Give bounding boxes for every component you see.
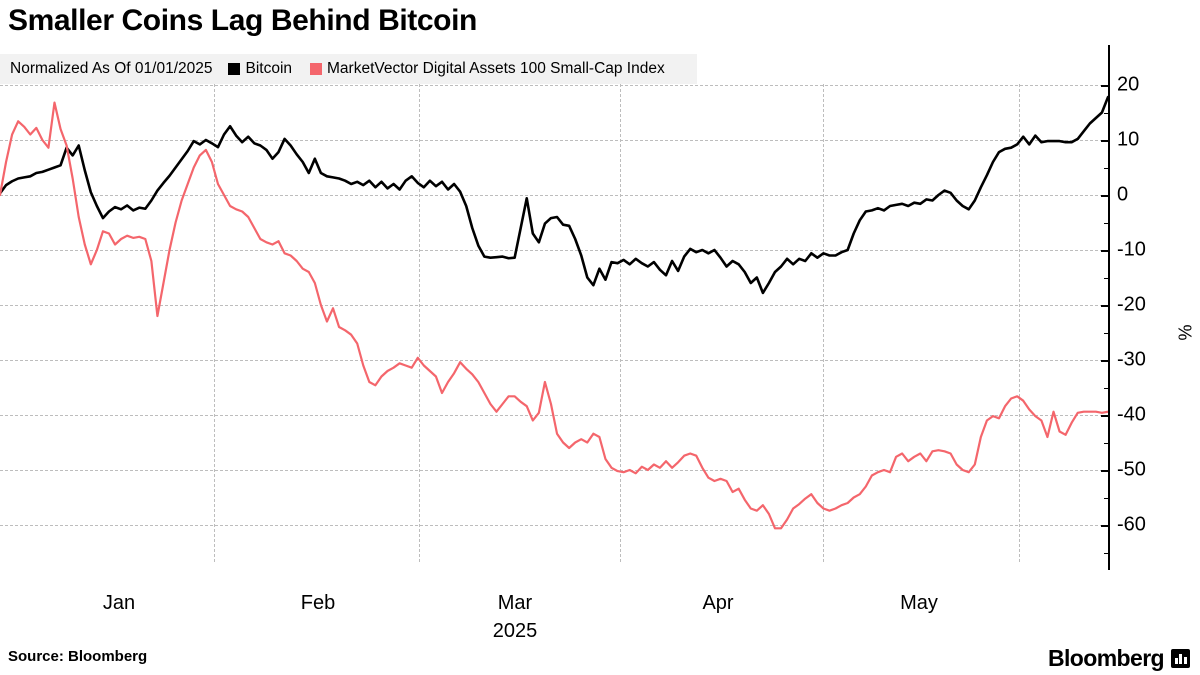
y-tick-label: -60 (1117, 513, 1146, 536)
bloomberg-brand: Bloomberg (1048, 645, 1190, 672)
y-tick-label: -10 (1117, 238, 1146, 261)
y-tick-major (1101, 415, 1110, 417)
bar-chart-icon (1171, 649, 1190, 668)
gridline-v (419, 84, 420, 562)
y-tick-minor (1104, 277, 1110, 279)
x-tick-label: Jan (102, 592, 136, 614)
series-line-smallcap (0, 101, 1108, 530)
chart-legend: Normalized As Of 01/01/2025 Bitcoin Mark… (0, 54, 697, 84)
brand-text: Bloomberg (1048, 645, 1165, 671)
y-tick-minor (1104, 497, 1110, 499)
gridline-h (0, 195, 1108, 196)
legend-swatch-smallcap (310, 63, 323, 75)
legend-normalized-label: Normalized As Of 01/01/2025 (10, 60, 213, 77)
series-lines (0, 95, 1108, 530)
x-axis-year-label: 2025 (492, 620, 538, 642)
source-note: Source: Bloomberg (8, 648, 148, 665)
gridline-h (0, 360, 1108, 361)
x-tick-label: Mar (497, 592, 533, 614)
y-tick-label: -40 (1117, 403, 1146, 426)
x-tick-label: Apr (702, 592, 734, 614)
y-tick-major (1101, 140, 1110, 142)
gridline-h (0, 85, 1108, 86)
y-tick-label: 20 (1117, 73, 1140, 96)
y-tick-minor (1104, 222, 1110, 224)
legend-item-smallcap[interactable]: MarketVector Digital Assets 100 Small-Ca… (310, 60, 665, 78)
gridline-v (823, 84, 824, 562)
y-tick-major (1101, 305, 1110, 307)
page-title: Smaller Coins Lag Behind Bitcoin (8, 4, 477, 37)
gridline-v (620, 84, 621, 562)
x-tick-label: Feb (300, 592, 336, 614)
legend-label-bitcoin: Bitcoin (245, 60, 293, 77)
gridline-v (1019, 84, 1020, 562)
y-tick-minor (1104, 167, 1110, 169)
y-axis-line (1108, 45, 1110, 570)
gridline-h (0, 140, 1108, 141)
gridline-h (0, 470, 1108, 471)
y-tick-label: 0 (1117, 183, 1129, 206)
gridline-h (0, 250, 1108, 251)
y-axis-title: % (1175, 324, 1196, 341)
y-tick-major (1101, 525, 1110, 527)
legend-swatch-bitcoin (228, 63, 241, 75)
legend-item-bitcoin[interactable]: Bitcoin (228, 60, 292, 78)
y-tick-minor (1104, 442, 1110, 444)
y-tick-label: 10 (1117, 128, 1140, 151)
y-tick-minor (1104, 112, 1110, 114)
y-tick-label: -50 (1117, 458, 1146, 481)
y-tick-major (1101, 360, 1110, 362)
gridline-h (0, 305, 1108, 306)
y-tick-label: -20 (1117, 293, 1146, 316)
y-tick-minor (1104, 552, 1110, 554)
gridline-v (214, 84, 215, 562)
y-tick-major (1101, 470, 1110, 472)
y-tick-minor (1104, 387, 1110, 389)
y-tick-major (1101, 250, 1110, 252)
plot-area (0, 84, 1108, 562)
x-tick-label: May (900, 592, 938, 614)
y-tick-label: -30 (1117, 348, 1146, 371)
y-tick-major (1101, 195, 1110, 197)
series-line-bitcoin (0, 95, 1108, 295)
gridline-h (0, 525, 1108, 526)
legend-label-smallcap: MarketVector Digital Assets 100 Small-Ca… (327, 60, 665, 77)
y-tick-major (1101, 85, 1110, 87)
y-tick-minor (1104, 332, 1110, 334)
